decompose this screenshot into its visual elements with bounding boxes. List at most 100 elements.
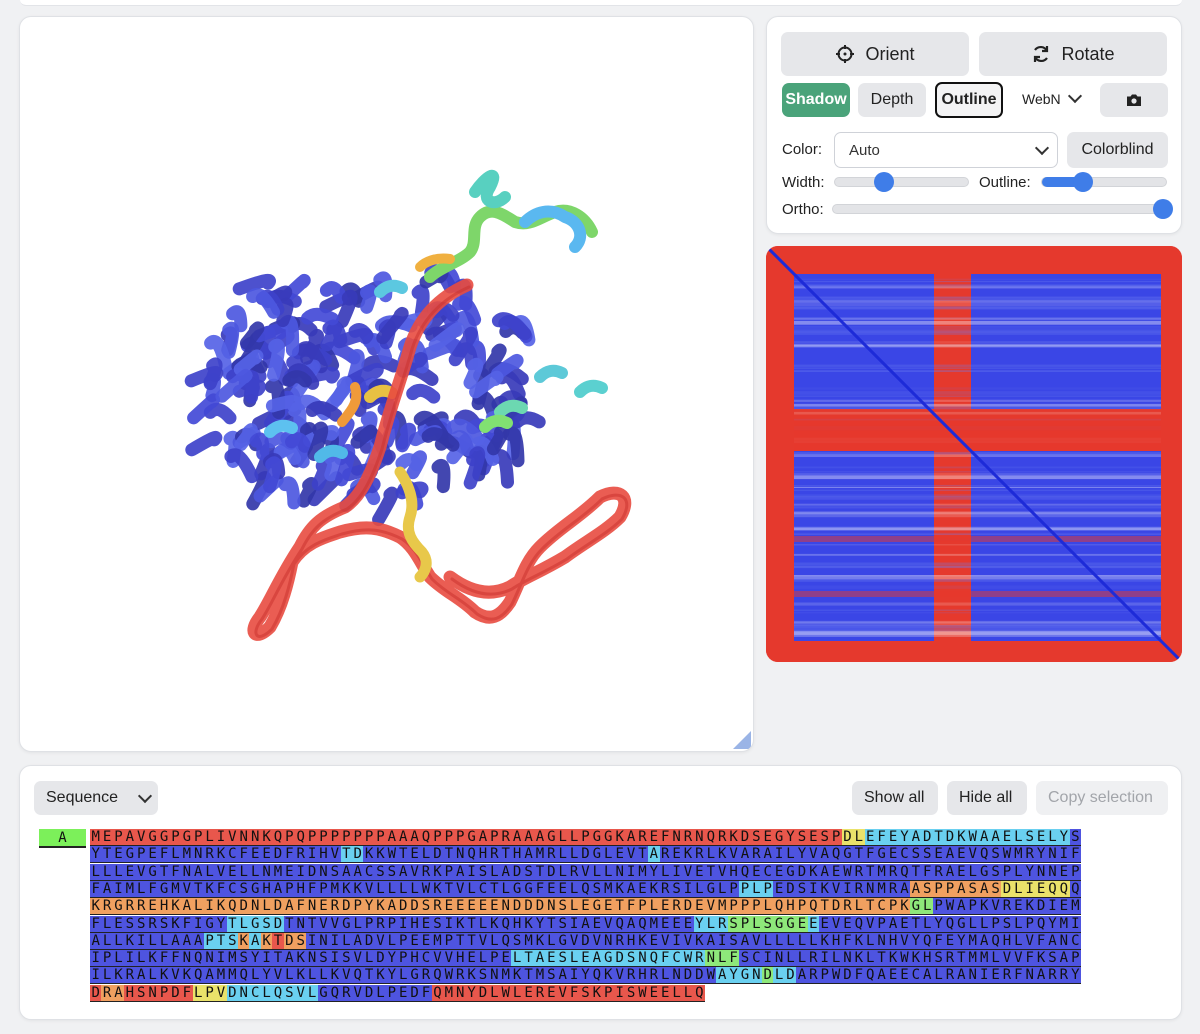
- residue[interactable]: D: [796, 863, 808, 880]
- residue[interactable]: A: [648, 846, 660, 863]
- residue[interactable]: H: [784, 898, 797, 915]
- residue[interactable]: C: [363, 863, 375, 880]
- residue[interactable]: L: [420, 846, 432, 863]
- residue[interactable]: G: [841, 846, 854, 863]
- residue[interactable]: P: [135, 846, 147, 863]
- residue[interactable]: Y: [784, 829, 797, 845]
- residue[interactable]: K: [819, 932, 831, 949]
- residue[interactable]: G: [773, 915, 785, 932]
- residue[interactable]: E: [500, 950, 512, 967]
- residue[interactable]: V: [830, 915, 842, 932]
- residue[interactable]: L: [90, 863, 102, 880]
- residue[interactable]: V: [682, 863, 694, 880]
- residue[interactable]: V: [351, 950, 364, 967]
- residue[interactable]: V: [727, 846, 740, 863]
- residue[interactable]: A: [875, 967, 888, 984]
- residue[interactable]: H: [317, 846, 330, 863]
- residue[interactable]: H: [477, 846, 489, 863]
- residue[interactable]: L: [568, 829, 580, 845]
- residue[interactable]: L: [557, 863, 569, 880]
- residue[interactable]: K: [181, 967, 193, 984]
- residue[interactable]: L: [397, 967, 409, 984]
- residue[interactable]: S: [1001, 915, 1013, 932]
- residue[interactable]: L: [397, 880, 409, 897]
- residue[interactable]: N: [181, 863, 193, 880]
- residue[interactable]: R: [1001, 898, 1013, 915]
- residue[interactable]: Q: [773, 898, 785, 915]
- residue[interactable]: D: [682, 967, 694, 984]
- residue[interactable]: M: [226, 950, 239, 967]
- residue[interactable]: N: [146, 984, 159, 1001]
- residue[interactable]: I: [397, 915, 409, 932]
- residue[interactable]: L: [967, 915, 979, 932]
- residue[interactable]: L: [830, 950, 842, 967]
- residue[interactable]: D: [784, 967, 797, 984]
- residue[interactable]: V: [716, 863, 728, 880]
- residue[interactable]: K: [340, 880, 352, 897]
- residue[interactable]: C: [910, 967, 922, 984]
- residue[interactable]: V: [329, 846, 341, 863]
- residue[interactable]: N: [670, 829, 683, 845]
- residue[interactable]: W: [967, 829, 979, 845]
- residue[interactable]: G: [739, 967, 751, 984]
- residue[interactable]: L: [112, 950, 125, 967]
- residue[interactable]: K: [648, 880, 660, 897]
- residue[interactable]: Q: [192, 967, 204, 984]
- residue[interactable]: L: [169, 846, 182, 863]
- residue[interactable]: P: [363, 829, 375, 845]
- residue[interactable]: L: [146, 932, 159, 949]
- residue[interactable]: A: [192, 863, 204, 880]
- residue[interactable]: R: [1046, 967, 1059, 984]
- residue[interactable]: C: [1069, 932, 1081, 949]
- residue[interactable]: N: [967, 967, 979, 984]
- residue[interactable]: K: [215, 898, 227, 915]
- residue[interactable]: E: [260, 846, 273, 863]
- residue[interactable]: M: [648, 915, 660, 932]
- residue[interactable]: S: [1024, 829, 1036, 845]
- residue[interactable]: V: [864, 915, 876, 932]
- residue[interactable]: M: [534, 846, 546, 863]
- residue[interactable]: N: [249, 898, 261, 915]
- residue[interactable]: K: [454, 915, 466, 932]
- residue[interactable]: A: [249, 932, 261, 949]
- residue[interactable]: E: [796, 915, 808, 932]
- residue[interactable]: L: [967, 863, 979, 880]
- residue[interactable]: I: [1024, 880, 1036, 897]
- residue[interactable]: R: [636, 829, 649, 845]
- residue[interactable]: A: [819, 846, 831, 863]
- residue[interactable]: T: [522, 950, 535, 967]
- residue[interactable]: F: [625, 898, 637, 915]
- residue[interactable]: K: [374, 967, 387, 984]
- residue[interactable]: E: [932, 846, 945, 863]
- residue[interactable]: W: [830, 967, 842, 984]
- residue[interactable]: T: [545, 915, 558, 932]
- residue[interactable]: V: [317, 915, 330, 932]
- residue[interactable]: N: [295, 915, 307, 932]
- residue[interactable]: L: [545, 932, 558, 949]
- residue[interactable]: V: [625, 846, 637, 863]
- ortho-slider-thumb[interactable]: [1152, 199, 1173, 219]
- residue[interactable]: L: [978, 915, 990, 932]
- residue[interactable]: A: [705, 932, 717, 949]
- outline-toggle[interactable]: Outline: [935, 82, 1003, 118]
- residue[interactable]: K: [431, 863, 444, 880]
- residue[interactable]: K: [374, 846, 387, 863]
- residue[interactable]: N: [545, 898, 558, 915]
- residue[interactable]: W: [1001, 846, 1013, 863]
- copy-selection-button[interactable]: Copy selection: [1036, 781, 1168, 815]
- residue[interactable]: E: [648, 829, 660, 845]
- color-select[interactable]: Auto: [834, 132, 1058, 168]
- residue[interactable]: F: [169, 863, 182, 880]
- residue[interactable]: K: [910, 950, 922, 967]
- residue[interactable]: L: [192, 898, 204, 915]
- residue[interactable]: N: [602, 932, 614, 949]
- residue[interactable]: S: [1069, 829, 1081, 845]
- residue[interactable]: H: [511, 846, 523, 863]
- residue[interactable]: P: [1069, 863, 1081, 880]
- residue[interactable]: N: [750, 967, 763, 984]
- residue[interactable]: K: [534, 932, 546, 949]
- residue[interactable]: E: [477, 898, 489, 915]
